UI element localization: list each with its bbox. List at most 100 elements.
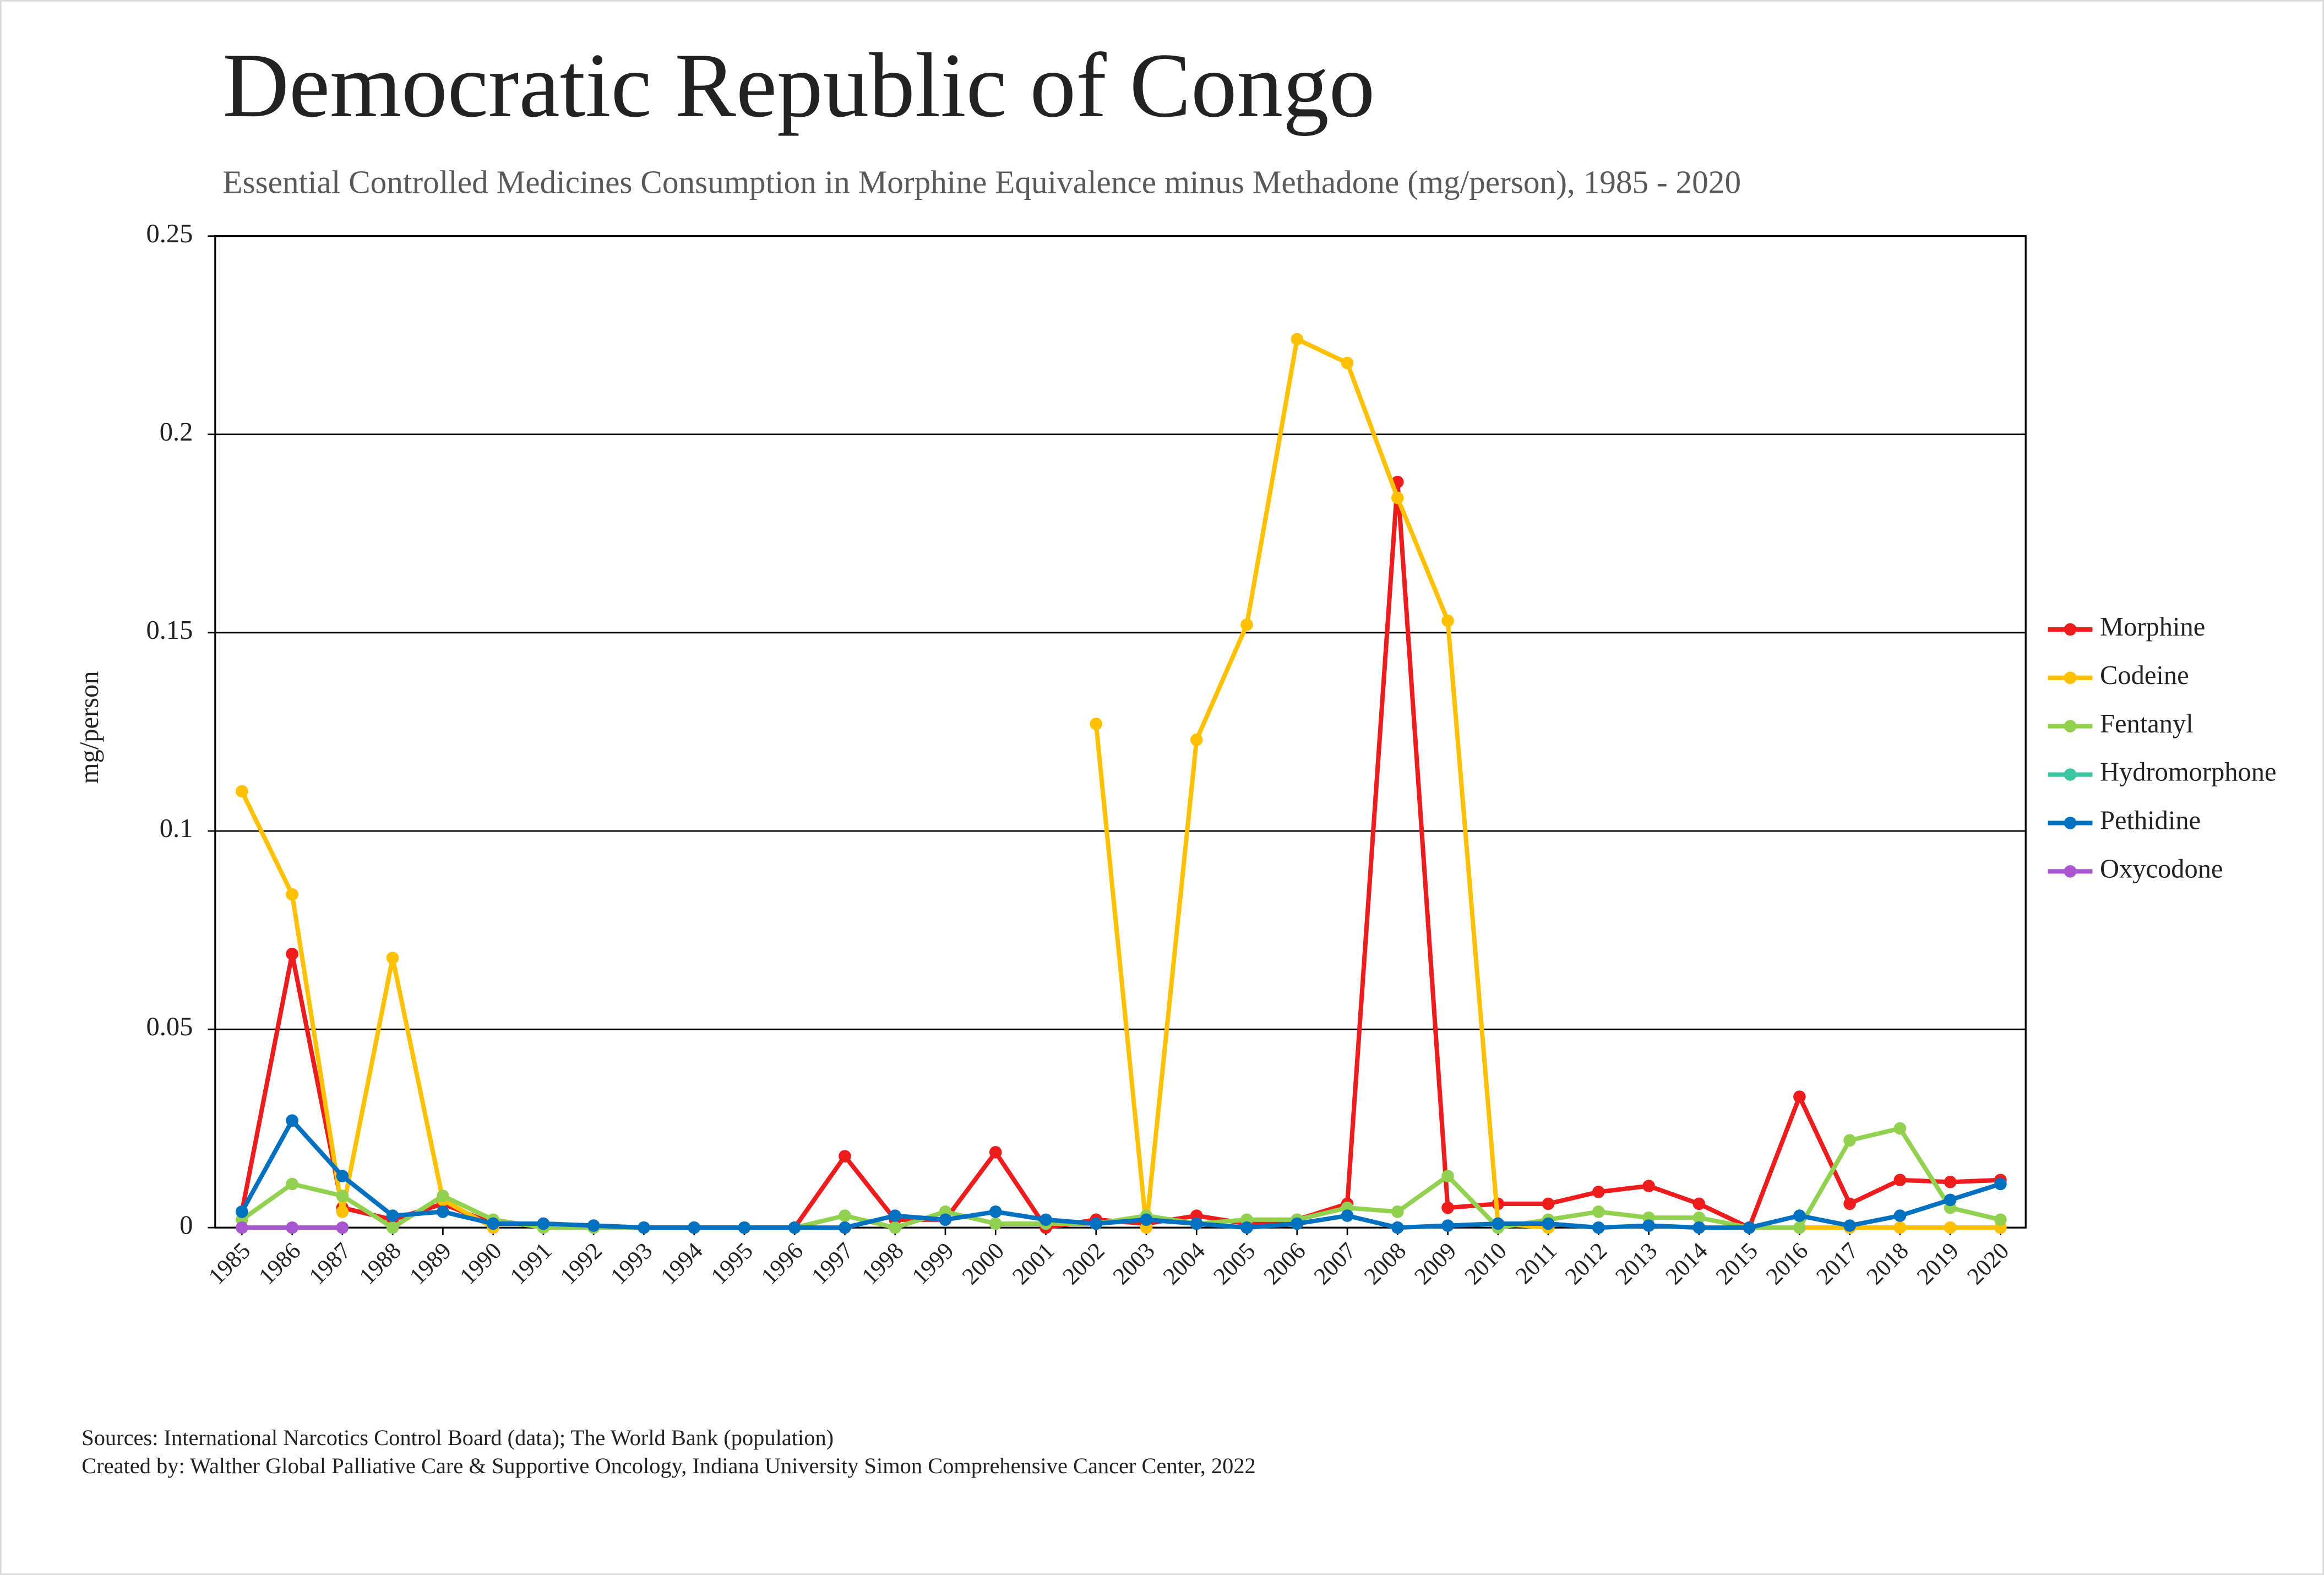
data-point — [236, 1205, 248, 1218]
data-point — [1692, 1211, 1706, 1224]
data-point — [1793, 1221, 1806, 1234]
data-point — [286, 1114, 298, 1127]
data-point — [336, 1205, 349, 1218]
data-point — [1642, 1180, 1655, 1192]
data-point — [1190, 1217, 1203, 1230]
data-point — [1893, 1174, 1907, 1187]
data-point — [1441, 614, 1454, 627]
data-point — [537, 1217, 550, 1230]
y-tick-label: 0 — [179, 1210, 193, 1240]
data-point — [1341, 1209, 1354, 1222]
data-point — [638, 1221, 650, 1234]
data-point — [1692, 1221, 1706, 1234]
legend-marker — [2064, 768, 2077, 781]
y-tick-label: 0.2 — [160, 417, 193, 447]
data-point — [487, 1217, 499, 1230]
data-point — [286, 947, 298, 960]
data-point — [1391, 1221, 1404, 1234]
data-point — [286, 1221, 298, 1234]
data-point — [1793, 1209, 1806, 1222]
y-axis-label: mg/person — [75, 671, 104, 784]
data-point — [1893, 1209, 1907, 1222]
legend-label: Fentanyl — [2100, 709, 2194, 738]
data-point — [336, 1190, 349, 1202]
data-point — [1441, 1219, 1454, 1232]
data-point — [1692, 1197, 1706, 1210]
legend-label: Morphine — [2100, 612, 2205, 642]
data-point — [889, 1221, 902, 1234]
legend-label: Oxycodone — [2100, 854, 2223, 883]
data-point — [839, 1150, 851, 1163]
data-point — [1994, 1213, 2007, 1226]
data-point — [1994, 1177, 2007, 1191]
data-point — [1793, 1090, 1806, 1103]
data-point — [839, 1221, 851, 1234]
data-point — [236, 785, 248, 798]
data-point — [788, 1221, 801, 1234]
data-point — [336, 1221, 349, 1234]
data-point — [437, 1205, 449, 1218]
legend-marker — [2064, 817, 2077, 829]
data-point — [1240, 1221, 1253, 1234]
data-point — [1893, 1122, 1907, 1135]
data-point — [1441, 1170, 1454, 1182]
data-point — [839, 1209, 851, 1222]
legend-marker — [2064, 720, 2077, 733]
chart-title: Democratic Republic of Congo — [222, 35, 1375, 137]
series-line — [240, 1118, 2001, 1230]
data-point — [939, 1213, 952, 1226]
plot-frame — [214, 235, 2027, 1229]
data-point — [1843, 1197, 1856, 1210]
y-tick-label: 0.05 — [146, 1012, 193, 1041]
legend-label: Pethidine — [2100, 806, 2201, 835]
data-point — [1341, 356, 1354, 370]
data-point — [1542, 1217, 1555, 1230]
data-point — [1944, 1193, 1957, 1207]
data-point — [336, 1170, 349, 1182]
legend-label: Hydromorphone — [2100, 758, 2277, 787]
data-point — [1039, 1213, 1052, 1226]
data-point — [1090, 1217, 1103, 1230]
data-point — [386, 1221, 399, 1234]
data-point — [989, 1146, 1002, 1159]
data-point — [1592, 1186, 1605, 1198]
data-point — [1240, 618, 1253, 631]
data-point — [1843, 1219, 1856, 1232]
data-point — [1893, 1221, 1907, 1234]
legend-marker — [2064, 623, 2077, 636]
legend-marker — [2064, 865, 2077, 878]
legend-label: Codeine — [2100, 661, 2189, 690]
data-point — [386, 1209, 399, 1222]
data-point — [286, 1177, 298, 1191]
data-point — [1592, 1205, 1605, 1218]
data-point — [1843, 1134, 1856, 1147]
data-point — [1391, 1205, 1404, 1218]
y-tick-label: 0.15 — [146, 616, 193, 645]
data-point — [1492, 1217, 1505, 1230]
data-point — [1140, 1213, 1153, 1226]
data-point — [386, 952, 399, 964]
data-point — [738, 1221, 751, 1234]
data-point — [1642, 1219, 1655, 1232]
data-point — [1291, 333, 1304, 346]
data-point — [889, 1209, 902, 1222]
y-tick-label: 0.25 — [146, 219, 193, 248]
chart-subtitle: Essential Controlled Medicines Consumpti… — [222, 164, 1741, 200]
y-tick-label: 0.1 — [160, 814, 193, 843]
data-point — [989, 1217, 1002, 1230]
source-line: Created by: Walther Global Palliative Ca… — [81, 1453, 1256, 1478]
data-point — [587, 1219, 600, 1232]
data-point — [286, 888, 298, 901]
data-point — [1441, 1201, 1454, 1214]
data-point — [989, 1205, 1002, 1218]
data-point — [1090, 718, 1103, 730]
data-point — [1291, 1217, 1304, 1230]
data-point — [1743, 1221, 1756, 1234]
data-point — [1542, 1197, 1555, 1210]
data-point — [1190, 734, 1203, 746]
data-point — [236, 1221, 248, 1234]
data-point — [1944, 1176, 1957, 1188]
